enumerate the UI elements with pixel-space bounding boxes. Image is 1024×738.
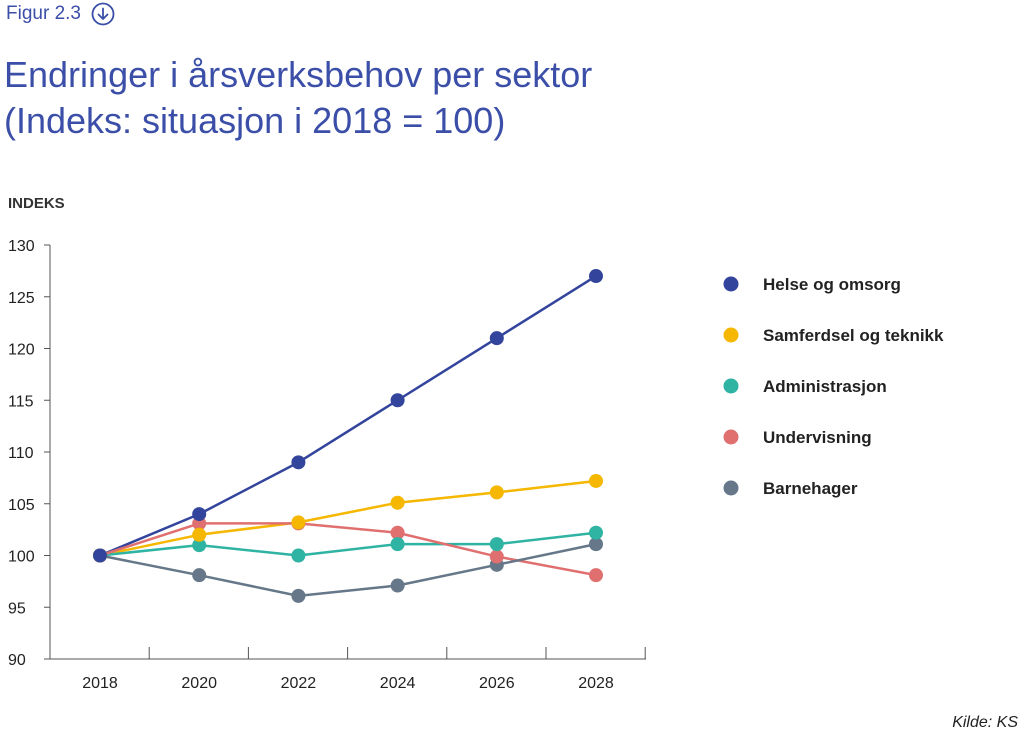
y-tick-label: 95 [8,600,26,617]
y-tick-label: 120 [8,342,35,359]
y-tick-label: 90 [8,652,26,669]
legend-marker-samferdsel-og-teknikk [723,327,739,343]
data-point-administrasjon [489,537,504,552]
data-point-barnehager [291,588,306,603]
series-line-samferdsel-og-teknikk [99,479,597,557]
y-tick-label: 125 [8,290,35,307]
data-point-barnehager [192,568,207,583]
y-tick-label: 115 [8,393,34,410]
data-point-samferdsel-og-teknikk [291,515,306,530]
figure-label: Figur 2.3 [6,2,115,26]
data-point-helse-og-omsorg [93,548,107,563]
legend-marker-barnehager [723,480,739,496]
data-point-samferdsel-og-teknikk [192,527,207,542]
y-tick-label: 100 [8,549,35,566]
data-point-samferdsel-og-teknikk [589,473,603,488]
legend-label-samferdsel-og-teknikk: Samferdsel og teknikk [763,326,944,345]
x-tick-label: 2018 [82,675,118,692]
x-tick-label: 2024 [380,675,416,692]
data-point-samferdsel-og-teknikk [489,485,504,500]
data-point-samferdsel-og-teknikk [390,495,405,510]
x-tick-label: 2026 [479,675,515,692]
data-point-undervisning [589,568,603,583]
data-point-helse-og-omsorg [589,269,603,284]
data-point-administrasjon [589,525,603,540]
x-tick-label: 2022 [281,675,317,692]
chart-title-line-2: (Indeks: situasjon i 2018 = 100) [4,100,506,141]
y-axis-title: INDEKS [8,195,65,212]
data-point-administrasjon [192,538,207,553]
legend-marker-administrasjon [723,378,739,394]
data-point-undervisning [390,525,405,540]
x-tick-label: 2020 [181,675,217,692]
legend-marker-helse-og-omsorg [723,276,739,292]
download-icon[interactable] [91,2,115,26]
data-point-administrasjon [390,537,405,552]
series-line-administrasjon [99,531,597,557]
chart-title: Endringer i årsverksbehov per sektor (In… [4,52,592,144]
data-point-administrasjon [291,548,306,563]
data-point-barnehager [589,537,603,552]
y-tick-label: 105 [8,497,35,514]
data-point-undervisning [489,549,504,564]
legend-label-helse-og-omsorg: Helse og omsorg [763,275,901,294]
series-line-helse-og-omsorg [99,274,597,557]
data-point-helse-og-omsorg [390,393,405,408]
figure-number: Figur 2.3 [6,3,81,24]
x-tick-label: 2028 [578,675,614,692]
data-point-helse-og-omsorg [192,507,207,522]
legend-label-undervisning: Undervisning [763,428,872,447]
data-point-helse-og-omsorg [489,331,504,346]
data-point-barnehager [390,578,405,593]
y-tick-label: 130 [8,238,35,255]
y-tick-label: 110 [8,445,34,462]
legend-label-administrasjon: Administrasjon [763,377,887,396]
chart-title-line-1: Endringer i årsverksbehov per sektor [4,54,593,95]
legend-marker-undervisning [723,429,739,445]
series-line-undervisning [99,522,597,577]
legend-label-barnehager: Barnehager [763,479,858,498]
data-point-helse-og-omsorg [291,455,306,470]
source-note: Kilde: KS [952,714,1018,731]
series-line-barnehager [99,542,597,598]
